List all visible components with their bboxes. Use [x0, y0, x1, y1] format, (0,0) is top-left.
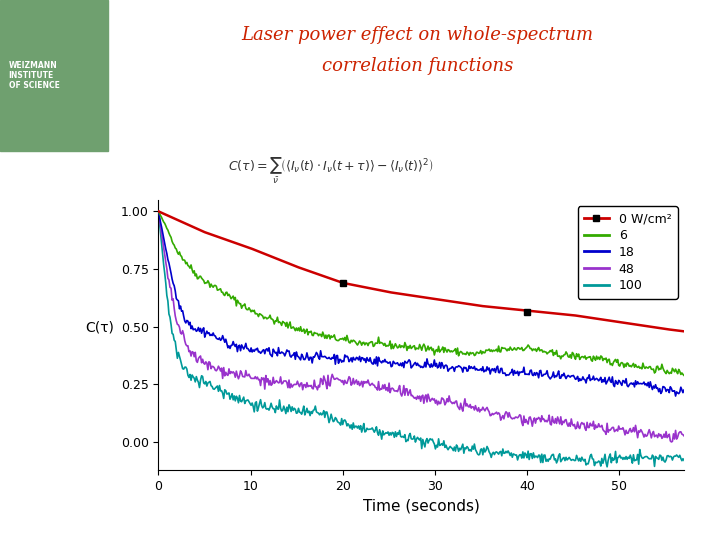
Text: Laser power effect on whole-spectrum: Laser power effect on whole-spectrum — [241, 26, 594, 44]
X-axis label: Time (seconds): Time (seconds) — [363, 498, 480, 513]
Legend: 0 W/cm², 6, 18, 48, 100: 0 W/cm², 6, 18, 48, 100 — [577, 206, 678, 299]
Y-axis label: C(τ): C(τ) — [86, 321, 114, 335]
Text: $C(\tau) = \sum_{\bar{\nu}} \left( \langle I_{\nu}(t) \cdot I_{\nu}(t+\tau) \ran: $C(\tau) = \sum_{\bar{\nu}} \left( \lang… — [228, 156, 434, 186]
Text: correlation functions: correlation functions — [322, 57, 513, 75]
Text: WEIZMANN
INSTITUTE
OF SCIENCE: WEIZMANN INSTITUTE OF SCIENCE — [9, 60, 60, 91]
Bar — [0, 0, 108, 151]
